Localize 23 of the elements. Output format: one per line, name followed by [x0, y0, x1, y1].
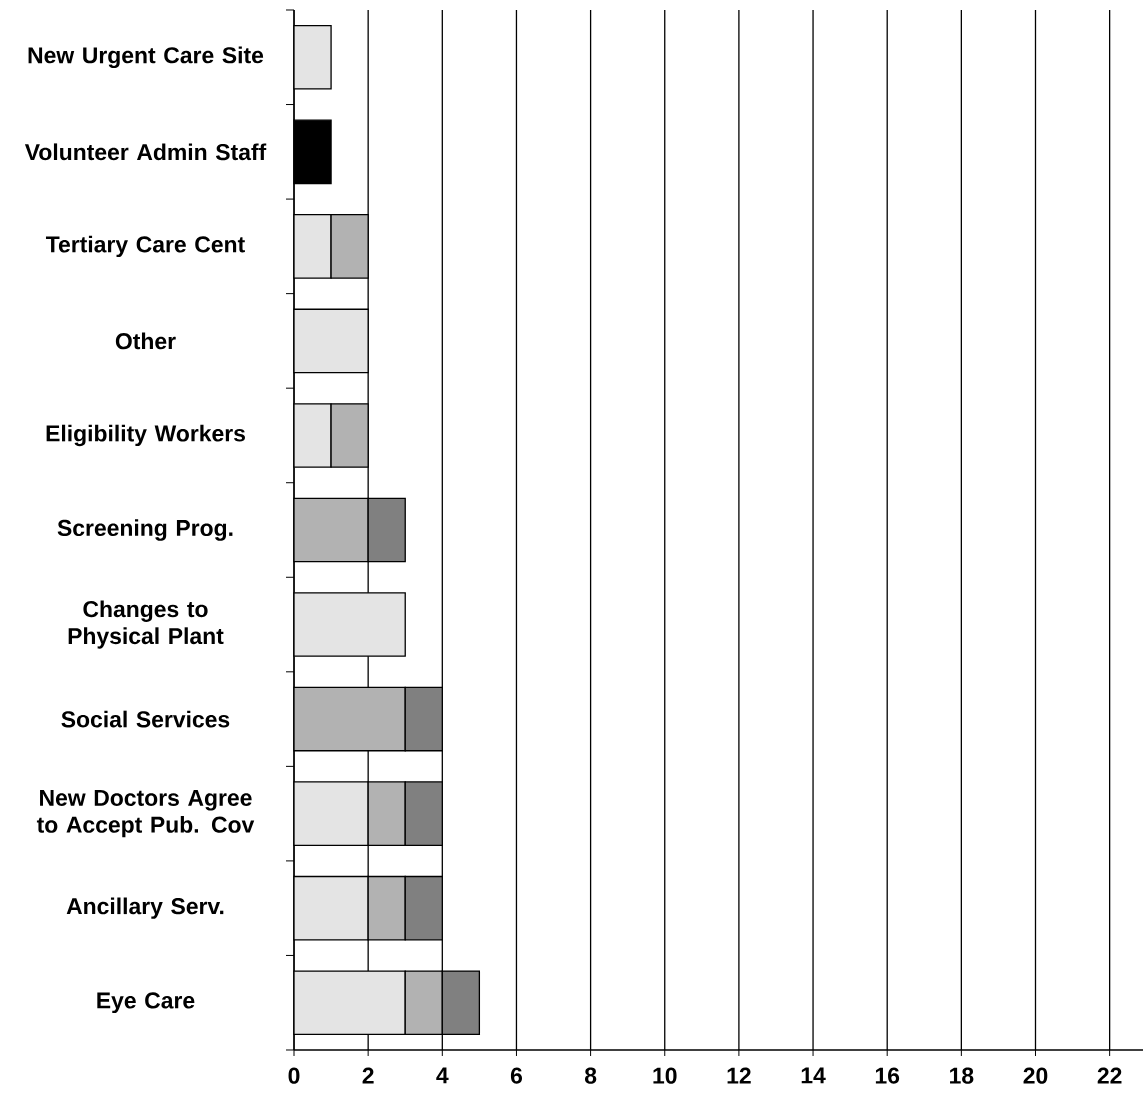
x-tick-label: 2 [362, 1067, 374, 1084]
y-tick-label: Eye Care [97, 992, 195, 1014]
x-tick-label: 12 [727, 1067, 751, 1084]
y-tick-label: New Urgent Care Site [28, 46, 264, 69]
y-tick-label: Ancillary Serv. [66, 897, 224, 919]
y-tick-label: Screening Prog. [57, 519, 233, 541]
x-tick-label: 18 [950, 1067, 974, 1084]
y-tick-label: Tertiary Care Cent [45, 235, 245, 258]
x-tick-label: 10 [653, 1067, 677, 1084]
x-tick-label: 4 [436, 1067, 449, 1084]
x-tick-label: 16 [875, 1067, 900, 1084]
y-tick-label: Eligibility Workers [46, 424, 245, 447]
x-tick-label: 14 [801, 1067, 826, 1084]
x-tick-label: 6 [510, 1067, 522, 1084]
y-tick-label: Volunteer Admin Staff [24, 143, 267, 161]
y-tick-label: Social Services [61, 710, 230, 728]
y-tick-label: Other [115, 332, 176, 350]
x-tick-label: 8 [584, 1067, 597, 1084]
x-tick-label: 20 [1023, 1067, 1048, 1084]
y-tick-label: Changes to Physical Plant [68, 600, 224, 649]
y-tick-label: New Doctors Agree to Accept Pub. Cov [36, 789, 255, 838]
x-tick-label: 0 [288, 1067, 300, 1084]
x-tick-label: 22 [1097, 1067, 1122, 1084]
